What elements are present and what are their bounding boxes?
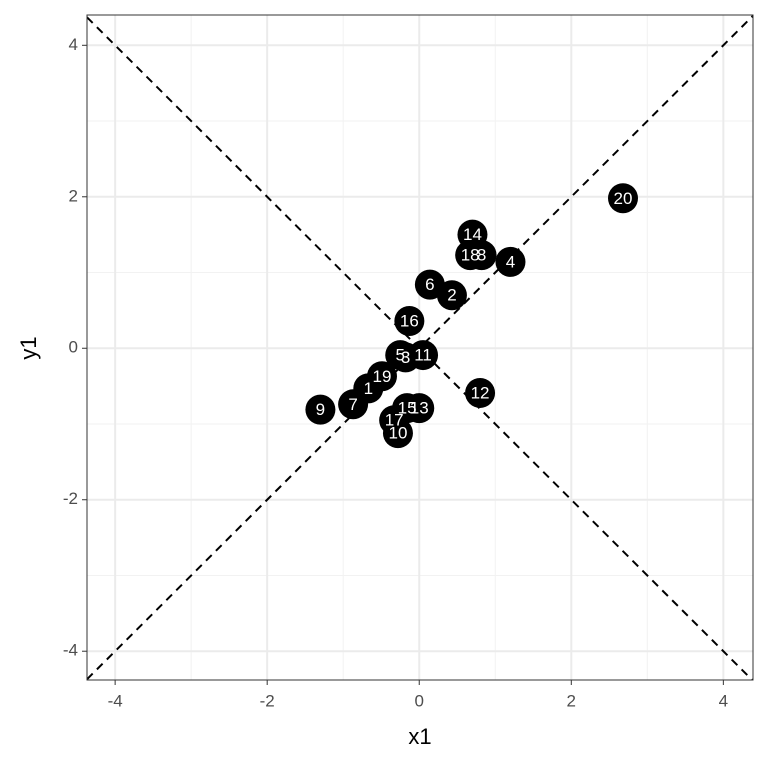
point — [379, 405, 410, 436]
point — [385, 340, 416, 371]
point — [305, 394, 336, 425]
point — [414, 269, 445, 300]
point-label: 20 — [614, 189, 633, 208]
plot-border — [86, 14, 754, 681]
point-label: 8 — [477, 246, 486, 265]
point-label: 7 — [348, 395, 357, 414]
point-label: 13 — [410, 399, 429, 418]
point — [366, 361, 397, 392]
point-label: 6 — [425, 275, 434, 294]
y-axis-title: y1 — [16, 336, 41, 359]
point-label: 14 — [463, 225, 482, 244]
point-label: 12 — [471, 383, 490, 402]
point — [338, 389, 369, 420]
y-tick-label: -4 — [63, 641, 78, 660]
point-label: 16 — [400, 311, 419, 330]
x-tick-label: 0 — [415, 691, 424, 710]
x-tick-label: 4 — [719, 691, 728, 710]
point — [495, 246, 526, 277]
reference-line — [87, 16, 753, 680]
y-tick-label: 0 — [69, 338, 78, 357]
point-label: 9 — [316, 400, 325, 419]
point-label: 19 — [373, 367, 392, 386]
y-tick-label: 4 — [69, 35, 78, 54]
y-tick-label: -2 — [63, 489, 78, 508]
point-label: 5 — [395, 346, 404, 365]
point-label: 15 — [398, 399, 417, 418]
point-label: 18 — [461, 246, 480, 265]
point — [465, 377, 496, 408]
point — [455, 240, 486, 271]
point-label: 11 — [414, 346, 432, 365]
x-tick-label: 2 — [567, 691, 576, 710]
point-label: 4 — [506, 252, 515, 271]
reference-line — [87, 15, 753, 680]
x-tick-label: -2 — [260, 691, 275, 710]
x-axis-title: x1 — [408, 724, 431, 749]
point-label: 17 — [385, 411, 404, 430]
point — [408, 340, 439, 371]
point-label: 1 — [364, 379, 373, 398]
y-tick-label: 2 — [69, 186, 78, 205]
point — [607, 183, 638, 214]
point — [394, 305, 425, 336]
point-label: 3 — [401, 348, 410, 367]
point-label: 10 — [388, 424, 407, 443]
point-label: 2 — [447, 286, 456, 305]
x-tick-label: -4 — [108, 691, 123, 710]
